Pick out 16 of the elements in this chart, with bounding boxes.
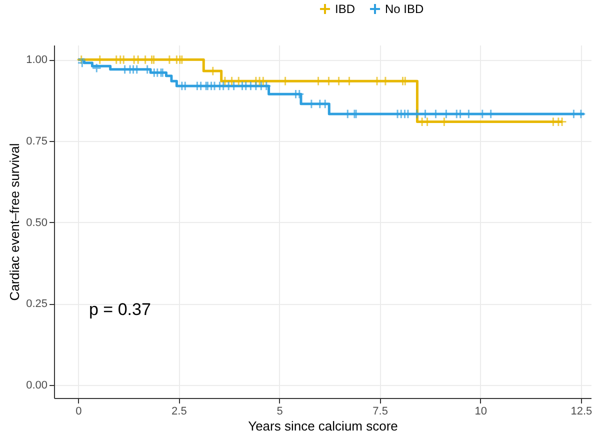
y-tick-label: 0.00 [26, 379, 48, 392]
annotation: p = 0.37 [89, 300, 151, 319]
y-tick-label: 0.50 [26, 216, 48, 229]
x-tick-label: 0 [76, 406, 82, 418]
x-tick-label: 12.5 [570, 406, 592, 418]
y-axis-title: Cardiac event–free survival [7, 143, 22, 301]
x-axis-title: Years since calcium score [248, 418, 398, 434]
legend-label: IBD [335, 2, 356, 16]
y-tick-label: 1.00 [26, 54, 48, 66]
x-tick-label: 5 [276, 406, 283, 418]
x-tick-label: 7.5 [372, 406, 388, 418]
legend-label: No IBD [385, 2, 424, 16]
x-tick-label: 10 [474, 406, 488, 418]
y-tick-label: 0.25 [26, 298, 48, 310]
y-tick-label: 0.75 [26, 135, 48, 148]
x-tick-label: 2.5 [172, 406, 187, 418]
